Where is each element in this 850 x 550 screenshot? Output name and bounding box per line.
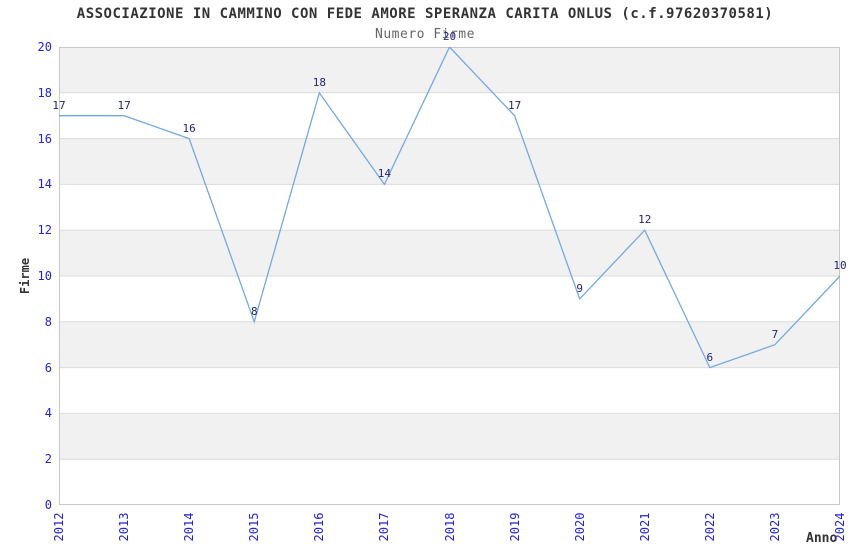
- plot-area: [59, 47, 840, 505]
- data-point-label: 17: [117, 98, 131, 112]
- line-chart-svg: [59, 47, 840, 505]
- chart-subtitle: Numero Firme: [375, 27, 475, 42]
- data-point-label: 9: [576, 281, 583, 295]
- y-tick-label: 6: [44, 360, 52, 375]
- x-tick-label: 2012: [52, 512, 66, 542]
- y-tick-label: 14: [37, 177, 52, 192]
- x-tick-label: 2024: [833, 512, 847, 542]
- y-tick-label: 8: [44, 314, 52, 329]
- data-point-label: 12: [638, 213, 652, 227]
- y-tick-label: 20: [37, 40, 52, 54]
- y-tick-label: 16: [37, 131, 52, 146]
- x-tick-label: 2019: [507, 512, 522, 542]
- data-point-label: 8: [250, 304, 258, 318]
- y-tick-label: 2: [44, 452, 52, 467]
- x-tick-label: 2016: [312, 512, 327, 542]
- y-tick-label: 18: [37, 85, 52, 100]
- y-tick-label: 0: [44, 498, 52, 512]
- data-point-label: 14: [377, 167, 392, 181]
- x-tick-label: 2014: [182, 512, 197, 542]
- x-tick-label: 2013: [117, 512, 132, 542]
- data-series-line: [59, 47, 840, 369]
- data-point-label: 17: [507, 98, 522, 112]
- y-tick-label: 4: [44, 406, 52, 421]
- x-axis-title: Anno: [806, 531, 838, 546]
- chart-title: ASSOCIAZIONE IN CAMMINO CON FEDE AMORE S…: [76, 6, 774, 22]
- x-tick-label: 2018: [442, 512, 457, 542]
- x-tick-label: 2015: [247, 512, 262, 542]
- data-point-label: 18: [312, 75, 326, 89]
- data-point-label: 6: [706, 350, 714, 364]
- x-tick-label: 2021: [637, 512, 652, 542]
- x-tick-label: 2023: [767, 512, 782, 542]
- data-point-label: 16: [182, 121, 196, 135]
- y-tick-label: 10: [37, 269, 52, 283]
- x-tick-label: 2017: [377, 512, 392, 542]
- data-point-label: 7: [771, 327, 779, 341]
- x-tick-label: 2020: [572, 512, 587, 542]
- data-point-label: 20: [442, 30, 457, 43]
- data-point-label: 10: [833, 259, 847, 272]
- x-tick-label: 2022: [702, 512, 717, 542]
- data-point-label: 17: [52, 98, 66, 112]
- y-tick-label: 12: [37, 223, 52, 238]
